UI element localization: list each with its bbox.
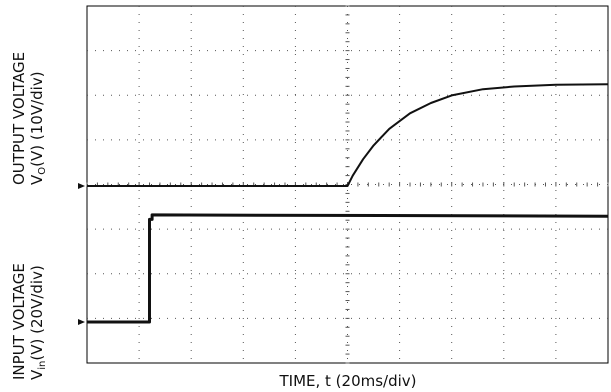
output-reference-marker: [78, 183, 85, 189]
svg-text:Vin(V) (20V/div): Vin(V) (20V/div): [28, 265, 48, 380]
y-axis-label-top-line1: OUTPUT VOLTAGE: [10, 52, 28, 185]
output-voltage-trace: [87, 83, 609, 187]
y-axis-label-top-line2: VO(V) (10V/div): [28, 71, 48, 185]
input-reference-marker: [78, 319, 85, 325]
reference-markers: [78, 183, 85, 325]
svg-text:VO(V) (10V/div): VO(V) (10V/div): [28, 71, 48, 185]
y-axis-label-bottom-line1: INPUT VOLTAGE: [10, 263, 28, 380]
svg-text:INPUT VOLTAGE: INPUT VOLTAGE: [10, 263, 28, 380]
x-axis-label: TIME, t (20ms/div): [278, 372, 416, 390]
input-voltage-trace: [87, 213, 609, 324]
y-axis-label-bottom-line2: Vin(V) (20V/div): [28, 265, 48, 380]
svg-text:OUTPUT VOLTAGE: OUTPUT VOLTAGE: [10, 52, 28, 185]
traces: [87, 83, 609, 324]
